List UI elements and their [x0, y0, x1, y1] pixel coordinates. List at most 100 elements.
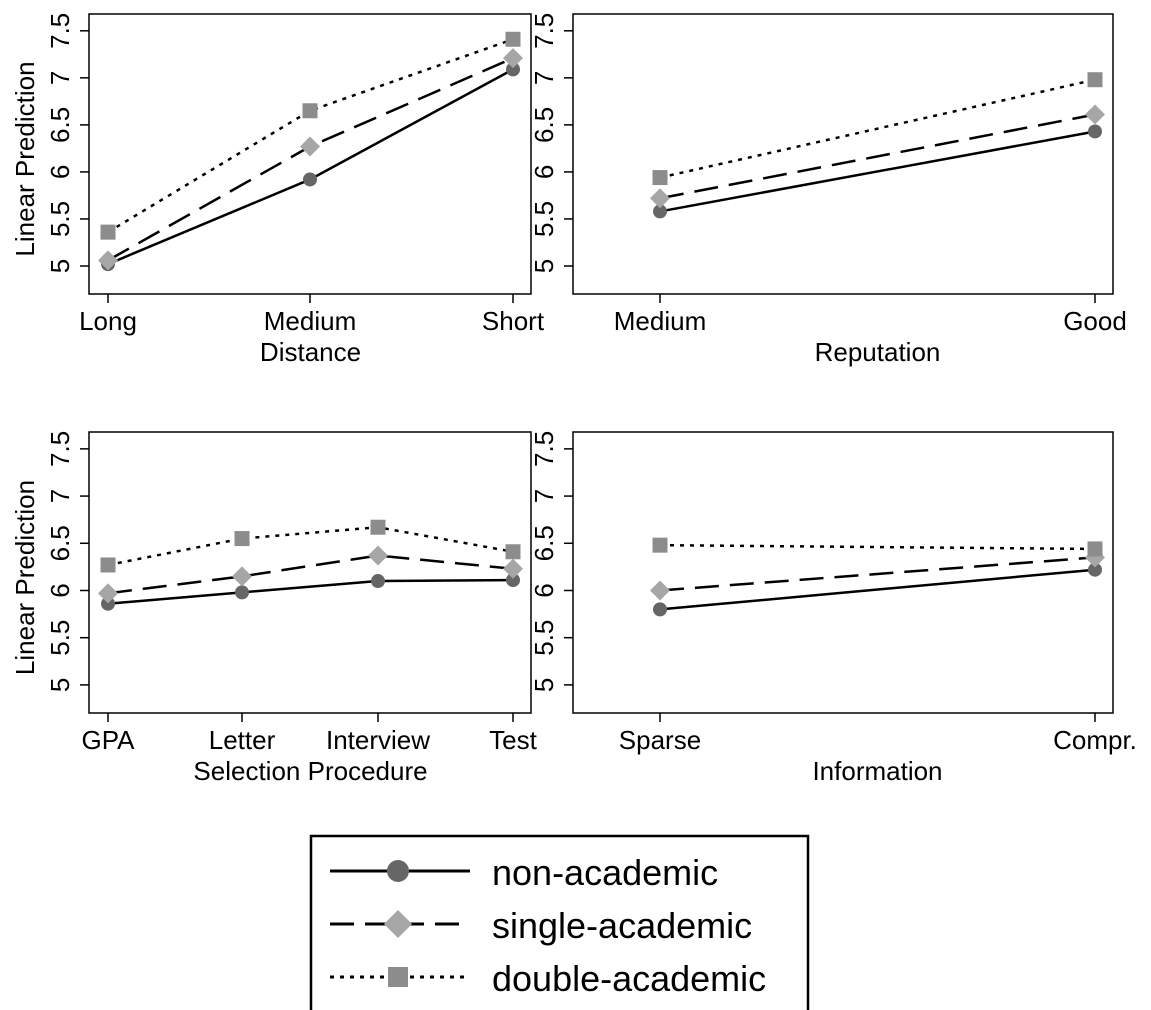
y-tick-label: 6.5: [529, 107, 559, 143]
panel-information: 5 5.5 6 6.5 7 7.5 Sparse Compr. Information: [529, 431, 1137, 786]
x-tick-label-gpa: GPA: [82, 725, 136, 755]
legend: non-academic single-academic double-acad…: [309, 834, 810, 1010]
point-single-academic: [503, 48, 523, 69]
series-line-double-academic: [659, 78, 1096, 179]
series-line-single-academic: [659, 113, 1096, 200]
point-non-academic: [506, 573, 520, 588]
legend-marker-non-academic: [387, 860, 409, 882]
x-axis-label: Reputation: [815, 337, 941, 367]
point-double-academic: [652, 537, 668, 553]
y-tick-label: 7.5: [529, 13, 559, 49]
y-tick-label: 5.5: [529, 201, 559, 237]
legend-entry-non-academic: non-academic: [330, 852, 718, 893]
y-tick-label: 7: [529, 71, 559, 85]
point-double-academic: [505, 31, 521, 47]
point-non-academic: [1088, 562, 1102, 577]
series-line-non-academic: [659, 130, 1096, 213]
point-double-academic: [1087, 72, 1103, 88]
y-tick-label: 5: [45, 259, 75, 273]
point-single-academic: [1085, 104, 1105, 125]
legend-entry-single-academic: single-academic: [330, 905, 752, 946]
point-double-academic: [100, 224, 116, 240]
legend-marker-double-academic: [388, 967, 408, 987]
y-tick-label: 6: [45, 583, 75, 597]
y-tick-label: 6.5: [529, 525, 559, 561]
point-non-academic: [506, 62, 520, 77]
point-double-academic: [370, 519, 386, 535]
x-tick-label-sparse: Sparse: [619, 725, 701, 755]
point-non-academic: [101, 596, 115, 611]
point-double-academic: [100, 557, 116, 573]
y-tick-label: 5.5: [529, 620, 559, 656]
point-double-academic: [234, 531, 250, 547]
y-axis-label: Linear Prediction: [10, 480, 40, 675]
legend-entry-double-academic: double-academic: [330, 958, 766, 999]
x-tick-label-letter: Letter: [209, 725, 276, 755]
y-tick-label: 6: [529, 165, 559, 179]
x-tick-label-good: Good: [1063, 306, 1127, 336]
y-tick-label: 6.5: [45, 107, 75, 143]
series-line-double-academic: [107, 38, 514, 234]
legend-label-double-academic: double-academic: [492, 958, 766, 999]
x-tick-label-medium: Medium: [264, 306, 356, 336]
x-tick-label-test: Test: [489, 725, 537, 755]
point-double-academic: [652, 170, 668, 186]
y-tick-label: 7.5: [45, 431, 75, 467]
panel-reputation: 5 5.5 6 6.5 7 7.5 Medium Good Reputation: [529, 13, 1127, 367]
point-non-academic: [1088, 124, 1102, 139]
point-non-academic: [303, 172, 317, 187]
series-line-non-academic: [659, 568, 1096, 611]
y-tick-label: 7.5: [529, 431, 559, 467]
point-single-academic: [503, 558, 523, 579]
x-tick-label-interview: Interview: [326, 725, 430, 755]
point-single-academic: [368, 545, 388, 566]
x-tick-label-short: Short: [482, 306, 545, 336]
x-axis-label: Information: [812, 756, 942, 786]
point-single-academic: [650, 580, 670, 601]
x-tick-label-medium: Medium: [614, 306, 706, 336]
y-tick-label: 5: [529, 678, 559, 692]
plot-frame: [572, 431, 1114, 714]
series-line-single-academic: [659, 556, 1096, 592]
x-axis-label: Selection Procedure: [193, 756, 427, 786]
point-single-academic: [650, 188, 670, 209]
y-tick-label: 5: [529, 259, 559, 273]
x-tick-label-long: Long: [79, 306, 137, 336]
y-tick-label: 7: [529, 489, 559, 503]
y-tick-label: 7: [45, 71, 75, 85]
x-tick-label-compr: Compr.: [1053, 725, 1137, 755]
point-double-academic: [302, 103, 318, 119]
plot-frame: [88, 431, 532, 714]
point-non-academic: [371, 574, 385, 589]
y-axis-label: Linear Prediction: [10, 61, 40, 256]
y-tick-label: 7: [45, 489, 75, 503]
legend-marker-single-academic: [384, 910, 412, 938]
y-tick-label: 5: [45, 678, 75, 692]
x-axis-label: Distance: [260, 337, 361, 367]
point-non-academic: [235, 585, 249, 600]
point-non-academic: [653, 602, 667, 617]
series-line-double-academic: [107, 525, 514, 567]
point-single-academic: [300, 136, 320, 157]
y-tick-label: 6: [45, 165, 75, 179]
series-line-non-academic: [107, 578, 514, 605]
legend-label-single-academic: single-academic: [492, 905, 752, 946]
point-double-academic: [1087, 541, 1103, 557]
point-single-academic: [98, 250, 118, 271]
series-line-single-academic: [107, 56, 514, 262]
y-tick-label: 6: [529, 583, 559, 597]
y-tick-label: 7.5: [45, 13, 75, 49]
y-tick-label: 5.5: [45, 620, 75, 656]
legend-label-non-academic: non-academic: [492, 852, 718, 893]
series-line-non-academic: [107, 68, 514, 266]
series-line-double-academic: [659, 543, 1096, 551]
point-double-academic: [505, 544, 521, 560]
y-tick-label: 5.5: [45, 201, 75, 237]
point-single-academic: [232, 566, 252, 587]
point-single-academic: [98, 583, 118, 604]
y-tick-label: 6.5: [45, 525, 75, 561]
